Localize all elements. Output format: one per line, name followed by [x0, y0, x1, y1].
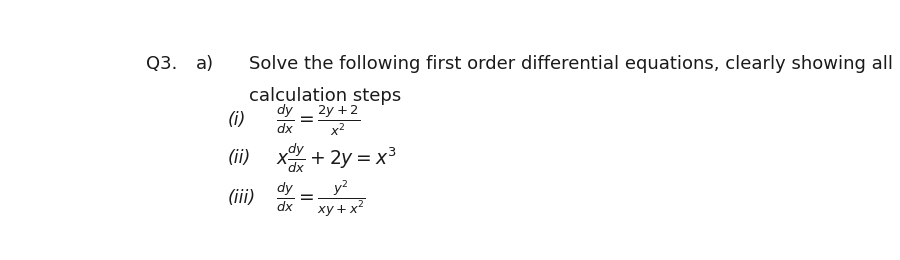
Text: $\frac{dy}{dx} = \frac{2y+2}{x^2}$: $\frac{dy}{dx} = \frac{2y+2}{x^2}$ — [276, 103, 361, 138]
Text: Q3.: Q3. — [146, 55, 177, 73]
Text: calculation steps: calculation steps — [248, 87, 400, 105]
Text: $\frac{dy}{dx} = \frac{y^2}{xy+x^2}$: $\frac{dy}{dx} = \frac{y^2}{xy+x^2}$ — [276, 178, 366, 219]
Text: (ii): (ii) — [228, 149, 251, 167]
Text: $x\frac{dy}{dx} + 2y = x^3$: $x\frac{dy}{dx} + 2y = x^3$ — [276, 141, 397, 175]
Text: (iii): (iii) — [228, 189, 256, 207]
Text: a): a) — [196, 55, 214, 73]
Text: (i): (i) — [228, 111, 246, 129]
Text: Solve the following first order differential equations, clearly showing all: Solve the following first order differen… — [248, 55, 893, 73]
